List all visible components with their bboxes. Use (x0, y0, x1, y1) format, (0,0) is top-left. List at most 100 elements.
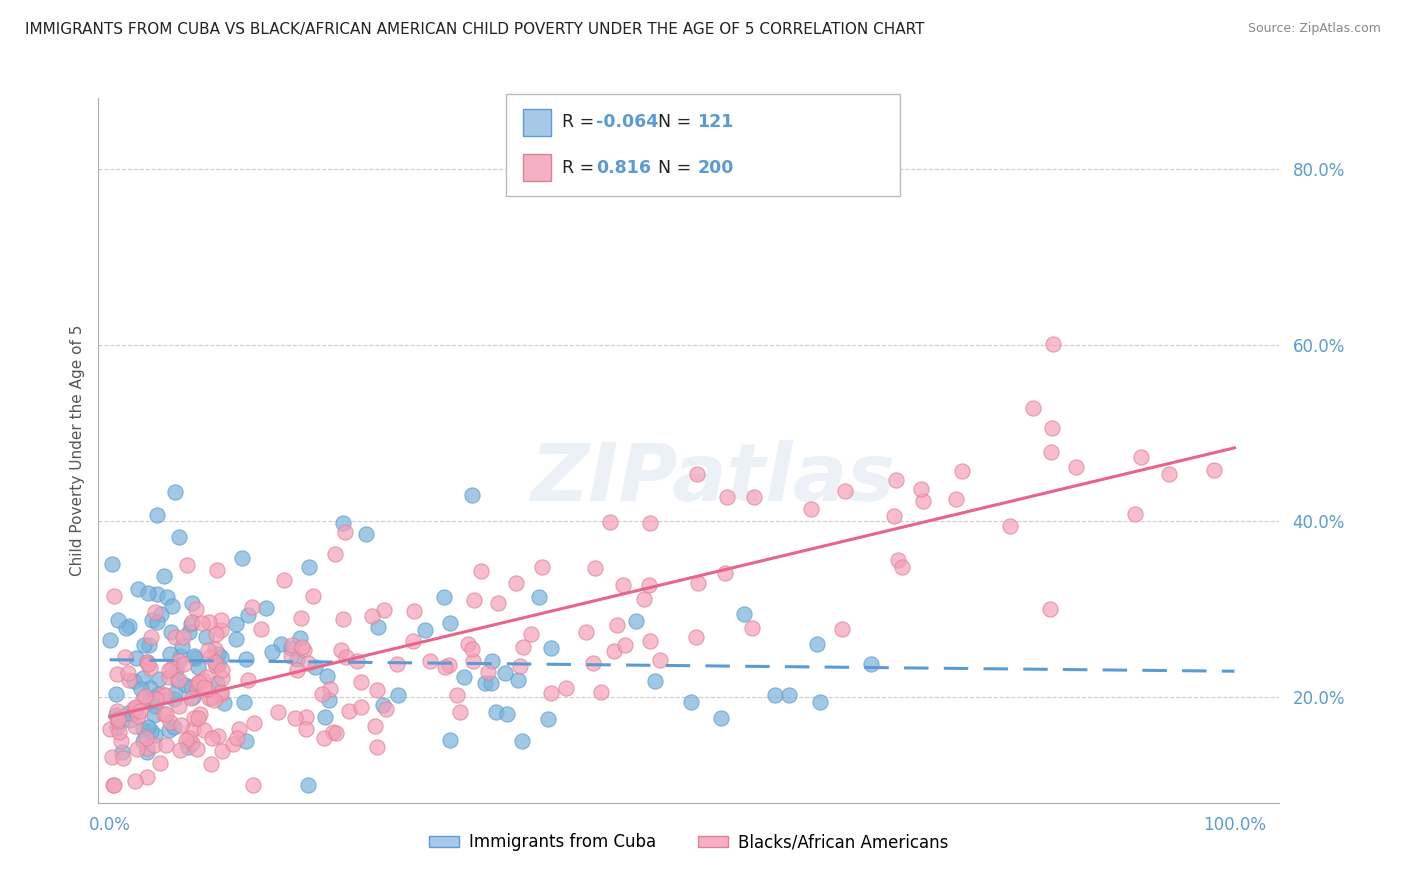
Point (198, 649, 221, 664)
Point (236, 673, 259, 688)
Point (650, 653, 672, 667)
Point (540, 686, 562, 700)
Point (159, 714, 181, 729)
Point (800, 501, 823, 516)
Point (714, 566, 737, 580)
Point (110, 734, 132, 748)
Point (685, 630, 707, 644)
Point (159, 648, 181, 662)
Point (679, 695, 702, 709)
Point (418, 655, 440, 669)
Point (1042, 336, 1064, 351)
Point (167, 530, 190, 544)
Point (387, 689, 409, 703)
Point (132, 692, 155, 706)
Point (686, 467, 709, 481)
Point (124, 650, 146, 665)
Point (105, 704, 128, 718)
Point (165, 631, 187, 645)
Point (211, 663, 233, 677)
Point (212, 696, 235, 710)
Point (716, 490, 738, 504)
Point (323, 547, 346, 561)
Point (373, 603, 395, 617)
Point (638, 634, 661, 648)
Point (142, 691, 165, 706)
Point (101, 778, 124, 792)
Point (250, 622, 273, 636)
Point (235, 652, 257, 666)
Point (461, 488, 484, 502)
Point (145, 587, 167, 601)
Point (101, 749, 124, 764)
Point (207, 729, 229, 743)
Point (612, 578, 634, 592)
Point (602, 644, 624, 658)
Point (806, 637, 828, 651)
Point (742, 490, 765, 504)
Point (191, 615, 214, 630)
Point (188, 674, 211, 689)
Point (912, 494, 935, 508)
Point (138, 638, 160, 652)
Point (884, 473, 907, 487)
Point (285, 663, 308, 677)
Point (356, 527, 378, 541)
Point (204, 692, 226, 706)
Point (284, 711, 307, 725)
Point (332, 612, 354, 626)
Point (143, 605, 166, 619)
Point (195, 682, 218, 697)
Point (159, 625, 181, 640)
Point (98, 632, 121, 647)
Point (170, 639, 193, 653)
Point (124, 704, 146, 718)
Point (439, 658, 461, 673)
Point (495, 706, 517, 721)
Point (316, 669, 339, 683)
Point (294, 710, 316, 724)
Point (434, 660, 457, 674)
Point (599, 515, 621, 529)
Point (181, 615, 204, 629)
Point (433, 591, 456, 605)
Point (297, 656, 319, 670)
Text: ZIPatlas: ZIPatlas (530, 440, 896, 517)
Point (512, 640, 534, 655)
Point (254, 601, 277, 615)
Point (204, 656, 226, 670)
Point (582, 656, 605, 670)
Point (143, 728, 166, 742)
Point (183, 690, 205, 704)
Point (132, 671, 155, 685)
Point (209, 685, 232, 699)
Point (207, 657, 229, 672)
Point (162, 720, 184, 734)
Point (183, 711, 205, 725)
Point (273, 574, 295, 588)
Point (243, 715, 266, 730)
Point (211, 671, 233, 685)
Point (1159, 467, 1181, 481)
Point (187, 710, 209, 724)
Point (148, 672, 170, 686)
Point (375, 702, 398, 716)
Point (225, 616, 247, 631)
Point (638, 516, 661, 530)
Point (633, 591, 655, 606)
Point (463, 593, 485, 607)
Point (201, 731, 224, 745)
Point (350, 699, 373, 714)
Point (295, 722, 318, 736)
Point (197, 615, 219, 629)
Point (150, 607, 173, 621)
Point (1040, 421, 1063, 435)
Point (260, 645, 283, 659)
Point (910, 482, 932, 496)
Point (193, 680, 215, 694)
Point (111, 745, 134, 759)
Point (149, 756, 172, 770)
Point (124, 719, 146, 733)
Point (209, 624, 232, 638)
Point (350, 674, 373, 689)
